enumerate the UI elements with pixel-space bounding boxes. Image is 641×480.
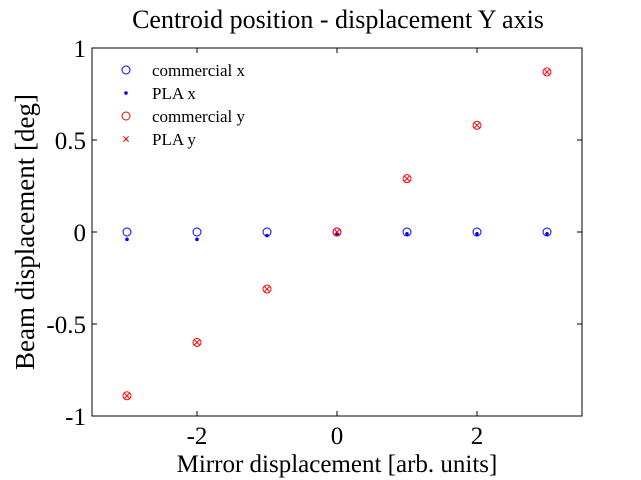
legend-marker bbox=[124, 91, 128, 95]
legend-marker bbox=[121, 111, 131, 121]
point-commercial-x bbox=[472, 227, 482, 237]
x-tick-label: -2 bbox=[187, 423, 208, 450]
y-tick-label: 1 bbox=[74, 36, 87, 63]
point-pla-x bbox=[405, 232, 409, 236]
point-commercial-y bbox=[542, 67, 552, 77]
legend-label: commercial y bbox=[152, 107, 245, 126]
point-pla-x bbox=[125, 237, 129, 242]
point-commercial-y bbox=[332, 227, 342, 237]
point-pla-y bbox=[264, 286, 270, 292]
point-pla-x bbox=[265, 233, 269, 238]
y-tick-label: 0.5 bbox=[55, 128, 86, 155]
point-commercial-y bbox=[402, 174, 412, 184]
legend-label: PLA y bbox=[152, 130, 196, 149]
point-pla-y bbox=[124, 392, 130, 399]
x-tick-label: 2 bbox=[471, 423, 484, 450]
legend-marker bbox=[123, 136, 129, 142]
y-tick-label: -1 bbox=[65, 404, 86, 431]
legend: commercial x PLA x commercial y PLA y bbox=[121, 61, 245, 149]
point-commercial-y bbox=[192, 337, 202, 347]
x-tick-labels: -2 0 2 bbox=[187, 423, 484, 450]
point-commercial-y bbox=[262, 284, 272, 294]
y-axis-label: Beam displacement [deg] bbox=[10, 94, 40, 370]
legend-label: commercial x bbox=[152, 61, 245, 80]
data-points bbox=[122, 67, 552, 401]
legend-label: PLA x bbox=[152, 84, 196, 103]
point-commercial-x bbox=[192, 227, 202, 237]
point-commercial-y bbox=[472, 120, 482, 130]
axis-ticks bbox=[92, 47, 582, 417]
y-tick-label: 0 bbox=[74, 220, 87, 247]
legend-marker bbox=[121, 65, 131, 75]
point-pla-y bbox=[544, 68, 550, 75]
point-commercial-y bbox=[122, 391, 132, 401]
point-pla-x bbox=[545, 232, 549, 236]
y-tick-label: -0.5 bbox=[46, 312, 86, 339]
point-commercial-x bbox=[122, 227, 132, 237]
y-tick-labels: -1 -0.5 0 0.5 1 bbox=[46, 36, 86, 431]
point-pla-y bbox=[474, 122, 480, 129]
point-pla-x bbox=[475, 232, 479, 236]
chart-title: Centroid position - displacement Y axis bbox=[132, 5, 544, 34]
point-commercial-x bbox=[542, 227, 552, 237]
x-axis-label: Mirror displacement [arb. units] bbox=[177, 451, 498, 478]
point-pla-y bbox=[194, 339, 200, 346]
x-tick-label: 0 bbox=[331, 423, 344, 450]
point-pla-y bbox=[404, 175, 410, 182]
point-pla-x bbox=[195, 237, 199, 242]
point-commercial-x bbox=[402, 227, 412, 237]
point-pla-y bbox=[334, 229, 340, 235]
